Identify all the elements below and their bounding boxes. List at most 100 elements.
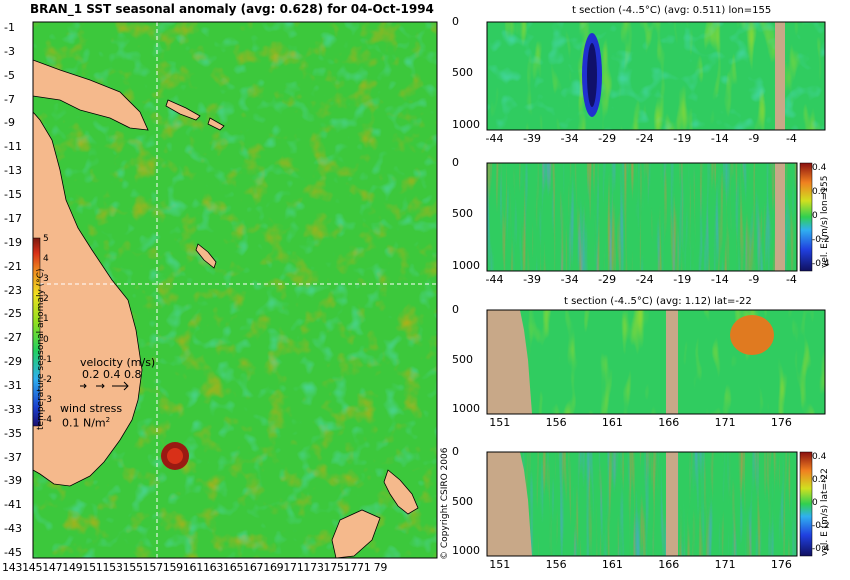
p2-x-tick-label: -19 [673, 273, 692, 286]
main-y-tick-label: -19 [4, 235, 22, 249]
p4-x-tick-label: 171 [714, 558, 736, 571]
p2-x-tick-label: -34 [560, 273, 579, 286]
main-y-tick-label: -13 [4, 164, 22, 178]
p4-x-tick-label: 161 [601, 558, 623, 571]
p3-x-tick-label: 166 [658, 416, 680, 429]
p4-y-tick-label: 0 [452, 445, 459, 458]
panel1-title: t section (-4..5°C) (avg: 0.511) lon=155 [572, 5, 772, 16]
main-y-tick-label: -15 [4, 188, 22, 202]
p2-cb-tick-label: 0.4 [812, 163, 827, 173]
main-y-tick-label: -41 [4, 498, 22, 512]
copyright: © Copyright CSIRO 2006 [440, 447, 450, 560]
land-solomon [165, 99, 225, 131]
main-y-tick-label: -29 [4, 355, 22, 369]
p1-x-tick-label: -14 [710, 132, 729, 145]
p2-x-tick-label: -29 [598, 273, 617, 286]
p3-y-tick-label: 0 [452, 303, 459, 316]
p2-cb-tick-label: 0 [812, 211, 818, 221]
windstress-scale: 0.1 N/m2 [62, 416, 110, 430]
main-y-tick-label: -31 [4, 378, 22, 392]
p1-x-tick-label: -39 [523, 132, 542, 145]
main-y-tick-label: -33 [4, 402, 22, 416]
p4-cb-tick-label: -0.2 [812, 521, 830, 531]
p1-y-tick-label: 0 [452, 15, 459, 28]
windstress-scale-value: 0.1 N/m [62, 416, 106, 430]
main-colorbar [32, 237, 41, 427]
p1-x-tick-label: -29 [598, 132, 617, 145]
p2-cb-tick-label: -0.2 [812, 235, 830, 245]
main-y-tick-label: -1 [4, 21, 15, 34]
main-y-tick-label: -45 [4, 546, 22, 559]
main-y-tick-label: -5 [4, 68, 15, 82]
main-y-tick-label: -11 [4, 140, 22, 154]
velocity-arrows-legend [80, 381, 129, 391]
p4-cb-tick-label: 0.2 [812, 475, 827, 485]
p1-x-tick-label: -9 [748, 132, 760, 145]
p2-x-tick-label: -39 [523, 273, 542, 286]
p2-x-tick-label: -24 [635, 273, 654, 286]
p4-y-tick-label: 500 [452, 494, 473, 508]
main-y-tick-label: -3 [4, 44, 15, 58]
windstress-sup: 2 [105, 416, 111, 424]
p1-x-tick-label: -24 [635, 132, 654, 145]
p1-y-tick-label: 500 [452, 66, 473, 80]
p2-y-tick-label: 1000 [452, 258, 480, 272]
windstress-label: wind stress [60, 402, 123, 415]
p2-cb-tick-label: -0.4 [812, 259, 830, 269]
velocity-scale: 0.2 0.4 0.8 [82, 368, 142, 381]
main-map-plot [32, 21, 438, 559]
colorbar-tick-label: 5 [43, 234, 49, 244]
land-new-caledonia [195, 243, 217, 269]
main-y-tick-label: -39 [4, 474, 22, 488]
main-y-tick-label: -27 [4, 331, 22, 345]
p2-cb-tick-label: 0.2 [812, 187, 827, 197]
colorbar-label: temperature seasonal anomaly (°C) [36, 268, 46, 430]
main-y-tick-label: -43 [4, 522, 22, 536]
main-y-tick-label: -37 [4, 450, 22, 464]
p2-x-tick-label: -9 [748, 273, 760, 286]
main-y-tick-label: -23 [4, 283, 22, 297]
colorbar-tick-label: 3 [43, 274, 49, 285]
land-png [32, 59, 149, 131]
main-y-tick-label: -9 [4, 116, 15, 130]
p3-x-tick-label: 156 [545, 416, 567, 429]
p1-x-tick-label: -34 [560, 132, 579, 145]
main-y-tick-label: -7 [4, 92, 15, 106]
p3-x-tick-label: 171 [714, 416, 736, 429]
p4-cb-tick-label: 0.4 [812, 452, 827, 462]
velocity-label: velocity (m/s) [80, 356, 156, 369]
p1-x-tick-label: -44 [485, 132, 504, 145]
p2-x-tick-label: -14 [710, 273, 729, 286]
panel2-plot [486, 162, 813, 272]
p4-cb-tick-label: 0 [812, 498, 818, 508]
land-australia [32, 110, 143, 487]
p2-x-tick-label: -4 [785, 273, 797, 286]
land-new-zealand [331, 469, 419, 559]
p1-x-tick-label: -4 [785, 132, 797, 145]
panel3-title: t section (-4..5°C) (avg: 1.12) lat=-22 [564, 296, 752, 307]
main-y-tick-label: -25 [4, 307, 22, 321]
p2-y-tick-label: 0 [452, 156, 459, 169]
colorbar-tick-label: 0 [43, 334, 49, 345]
p3-y-tick-label: 500 [452, 352, 473, 366]
main-x-tick-labels: 1431451471491511531551571591611631651671… [2, 561, 388, 574]
main-y-tick-label: -21 [4, 259, 22, 273]
colorbar-tick-label: -1 [43, 354, 52, 365]
main-map-title: BRAN_1 SST seasonal anomaly (avg: 0.628)… [30, 2, 434, 16]
p4-x-tick-label: 151 [489, 558, 511, 571]
colorbar-tick-label: 4 [43, 254, 49, 265]
colorbar-tick-label: 1 [43, 314, 49, 325]
main-y-tick-label: -35 [4, 426, 22, 440]
panel3-plot [486, 309, 826, 415]
p3-x-tick-label: 161 [601, 416, 623, 429]
p4-x-tick-label: 156 [545, 558, 567, 571]
p4-cb-tick-label: -0.4 [812, 544, 830, 554]
main-y-tick-label: -17 [4, 211, 22, 225]
panel1-plot [486, 21, 826, 131]
p1-x-tick-label: -19 [673, 132, 692, 145]
p2-y-tick-label: 500 [452, 207, 473, 221]
p4-x-tick-label: 176 [770, 558, 792, 571]
p1-y-tick-label: 1000 [452, 117, 480, 131]
colorbar-tick-label: 2 [43, 294, 49, 305]
